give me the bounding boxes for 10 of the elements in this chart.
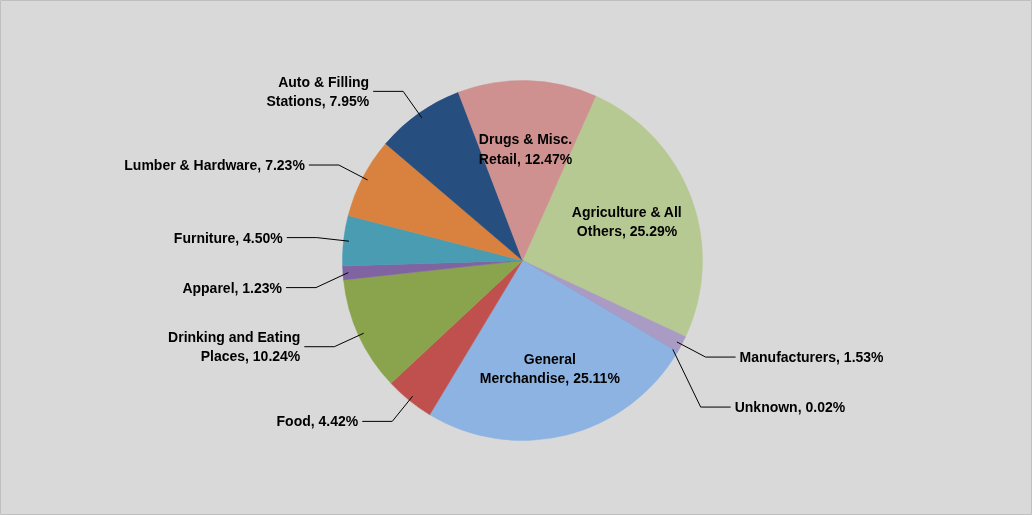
slice-label: Auto & Filling Stations, 7.95% <box>266 73 370 109</box>
slice-label: Drinking and Eating Places, 10.24% <box>168 329 301 365</box>
slice-label: Unknown, 0.02% <box>734 399 846 416</box>
slice-label: Apparel, 1.23% <box>182 279 283 296</box>
slice-label: Manufacturers, 1.53% <box>739 349 885 366</box>
slice-label: Agriculture & All Others, 25.29% <box>571 203 682 240</box>
slice-label: Food, 4.42% <box>276 413 359 430</box>
slice-label: Furniture, 4.50% <box>173 229 284 246</box>
slice-label: Lumber & Hardware, 7.23% <box>124 157 306 174</box>
slice-label: General Merchandise, 25.11% <box>479 351 621 387</box>
